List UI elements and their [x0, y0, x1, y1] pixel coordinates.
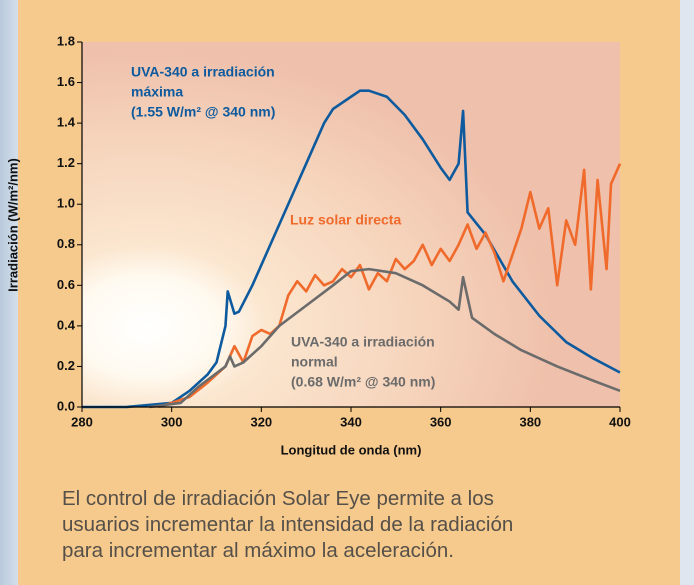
y-tick-label: 0.2 — [57, 358, 75, 373]
caption-line: usuarios incrementar la intensidad de la… — [62, 512, 662, 538]
annotation: UVA-340 a irradiación — [291, 334, 435, 350]
x-tick-label: 380 — [519, 414, 541, 429]
annotation: (0.68 W/m² @ 340 nm) — [291, 374, 435, 390]
caption-line: El control de irradiación Solar Eye perm… — [62, 486, 662, 512]
y-tick-label: 1.8 — [57, 33, 75, 48]
annotation: normal — [291, 354, 338, 370]
y-tick-label: 0.6 — [57, 277, 75, 292]
annotation: UVA-340 a irradiación — [131, 64, 275, 80]
page: Irradiación (W/m²/nm) Longitud de onda (… — [0, 0, 694, 585]
annotation: (1.55 W/m² @ 340 nm) — [131, 104, 275, 120]
y-tick-label: 0.0 — [57, 398, 75, 413]
y-tick-label: 1.4 — [57, 115, 76, 130]
chart: Irradiación (W/m²/nm) Longitud de onda (… — [0, 0, 694, 470]
annotation: máxima — [131, 84, 183, 100]
x-tick-label: 300 — [161, 414, 183, 429]
y-tick-label: 0.4 — [57, 317, 76, 332]
annotation: Luz solar directa — [290, 212, 401, 228]
caption-line: para incrementar al máximo la aceleració… — [62, 538, 662, 564]
x-tick-label: 400 — [609, 414, 631, 429]
x-tick-label: 320 — [250, 414, 272, 429]
x-axis-label: Longitud de onda (nm) — [281, 442, 422, 457]
caption: El control de irradiación Solar Eye perm… — [62, 486, 662, 564]
y-tick-label: 1.0 — [57, 196, 75, 211]
y-axis-label: Irradiación (W/m²/nm) — [5, 158, 20, 292]
x-tick-label: 360 — [430, 414, 452, 429]
y-tick-label: 1.6 — [57, 74, 75, 89]
y-tick-label: 0.8 — [57, 236, 75, 251]
y-tick-label: 1.2 — [57, 155, 75, 170]
x-tick-label: 340 — [340, 414, 362, 429]
x-tick-label: 280 — [71, 414, 93, 429]
